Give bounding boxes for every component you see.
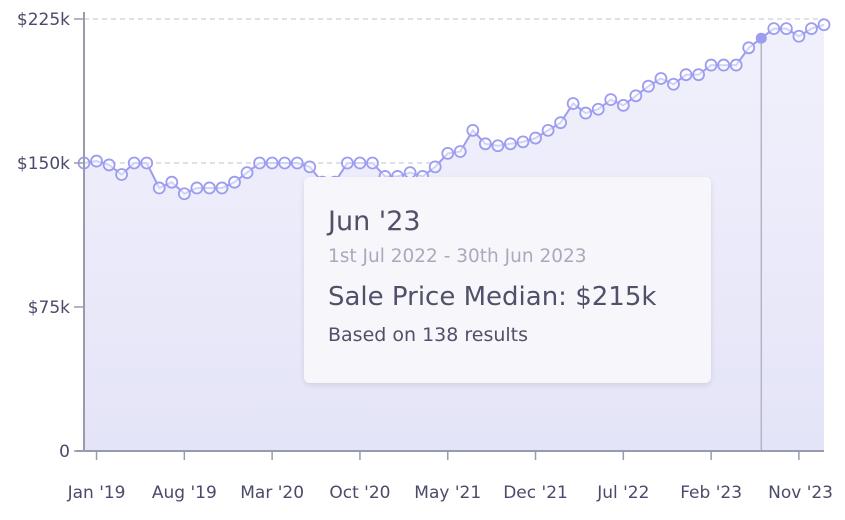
x-tick-label: Nov '23 (768, 483, 833, 503)
x-tick-label: Aug '19 (152, 483, 217, 503)
tooltip-date-range: 1st Jul 2022 - 30th Jun 2023 (328, 246, 587, 267)
data-point (340, 156, 354, 170)
tooltip-value: Sale Price Median: $215k (328, 282, 657, 312)
x-tick-label: Jul '22 (596, 483, 649, 503)
y-tick-label: $75k (28, 298, 70, 318)
x-tick-label: Mar '20 (240, 483, 304, 503)
data-point (366, 156, 379, 170)
data-point (152, 181, 166, 195)
data-point (102, 158, 116, 172)
data-point (491, 139, 505, 153)
data-point (516, 135, 530, 149)
data-point (667, 77, 680, 91)
tooltip-result-count: Based on 138 results (328, 324, 529, 346)
data-point (265, 156, 279, 170)
data-point (203, 181, 216, 195)
data-point (566, 97, 580, 110)
data-point (90, 154, 103, 168)
tooltip-title: Jun '23 (328, 206, 421, 237)
data-point (805, 22, 818, 36)
data-point (353, 156, 367, 170)
x-tick-label: Jan '19 (67, 483, 126, 503)
data-point (729, 58, 743, 72)
data-point (742, 41, 756, 55)
data-point (529, 131, 542, 145)
data-point (228, 175, 241, 189)
x-tick-label: May '21 (414, 483, 481, 503)
y-tick-label: 0 (59, 442, 70, 462)
x-tick-label: Oct '20 (329, 483, 390, 503)
data-point (541, 123, 555, 137)
data-point (127, 156, 141, 170)
data-point (767, 22, 781, 36)
data-point (679, 68, 693, 82)
y-tick-label: $150k (17, 154, 70, 174)
data-point (290, 156, 304, 170)
data-point (453, 145, 467, 158)
data-point (692, 68, 705, 82)
data-point (579, 106, 593, 120)
x-tick-label: Dec '21 (503, 483, 568, 503)
data-point (591, 102, 605, 116)
tooltip: Jun '23 1st Jul 2022 - 30th Jun 2023 Sal… (304, 177, 711, 383)
data-point (478, 137, 492, 151)
data-point (177, 187, 191, 201)
x-tick-label: Feb '23 (680, 483, 742, 503)
data-point (554, 116, 568, 130)
y-tick-label: $225k (17, 10, 70, 30)
data-point (704, 58, 718, 72)
data-point (616, 99, 630, 112)
data-point (779, 22, 793, 36)
data-point (165, 175, 179, 189)
data-point (604, 93, 618, 107)
data-point (115, 168, 129, 181)
data-point (428, 160, 442, 174)
data-point (629, 89, 643, 103)
data-point (140, 156, 154, 170)
axes (76, 12, 824, 452)
data-point (190, 181, 204, 195)
data-point (240, 166, 254, 180)
data-point (303, 160, 317, 174)
data-points (77, 18, 831, 201)
x-axis-ticks: Jan '19 Aug '19 Mar '20 Oct '20 May '21 Dec '… (67, 451, 833, 503)
data-point (253, 156, 266, 170)
data-point (215, 181, 229, 195)
data-point (278, 156, 292, 170)
data-point-highlighted (755, 32, 767, 44)
data-point (504, 137, 517, 151)
data-point (441, 146, 455, 160)
data-point (717, 58, 731, 72)
data-point (817, 18, 831, 32)
data-point (654, 72, 668, 85)
data-point (642, 79, 655, 93)
data-point (792, 29, 806, 43)
y-axis-ticks: 0 $75k $150k $225k (17, 10, 84, 462)
data-point (466, 123, 480, 137)
